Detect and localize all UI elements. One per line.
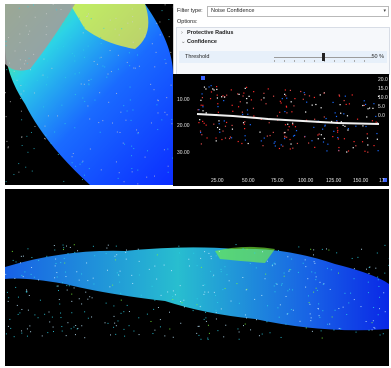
x-tick-label: 50.00	[242, 178, 255, 184]
marker-left-icon	[201, 76, 205, 80]
right-scale-label: 0.0	[378, 113, 385, 119]
filter-type-select[interactable]: Noise Confidence ▾	[207, 6, 389, 17]
point-cloud-bottom-canvas	[5, 244, 389, 340]
terrain-green-highlight	[215, 246, 275, 263]
point-cloud-top-canvas	[5, 4, 173, 185]
chevron-down-icon: ▾	[383, 8, 386, 14]
y-tick-label: 20.00	[177, 123, 190, 129]
x-tick-label: 150.00	[353, 178, 369, 184]
threshold-slider-thumb[interactable]	[322, 53, 325, 61]
right-scale-label: 5.0	[378, 104, 385, 110]
right-scale-label: 20.0	[378, 77, 388, 83]
filter-type-row: Filter type: Noise Confidence ▾	[174, 5, 390, 17]
right-scale-label: 15.0	[378, 86, 388, 92]
tree-item-label: Confidence	[187, 39, 217, 45]
threshold-row: Threshold 50 %	[179, 51, 387, 63]
filter-settings-panel: Filter type: Noise Confidence ▾ Options:…	[173, 4, 390, 75]
profile-chart[interactable]: 10.00 20.00 30.00 25.00 50.00 75.00 100.…	[173, 74, 389, 186]
tree-item-protective-radius[interactable]: › Protective Radius	[181, 30, 233, 36]
profile-line	[196, 113, 380, 125]
tree-item-confidence[interactable]: ⌄Confidence	[181, 39, 217, 45]
point-cloud-hotspot	[70, 4, 149, 49]
view-divider	[0, 186, 391, 189]
marker-right-icon	[383, 178, 387, 182]
chevron-right-icon: ›	[181, 30, 183, 36]
y-tick-label: 10.00	[177, 97, 190, 103]
x-tick-label: 125.00	[326, 178, 342, 184]
x-tick-label: 75.00	[271, 178, 284, 184]
terrain-surface	[5, 247, 389, 331]
point-cloud-viewport-top[interactable]	[5, 4, 173, 185]
profile-chart-plot	[196, 85, 380, 153]
x-tick-label: 100.00	[298, 178, 314, 184]
point-cloud-speckle	[5, 4, 173, 185]
point-cloud-viewport-bottom[interactable]	[5, 189, 389, 366]
threshold-value: 50 %	[371, 54, 384, 60]
options-tree: › Protective Radius ⌄Confidence Threshold…	[176, 27, 390, 75]
right-scale-label: 10.0	[378, 95, 388, 101]
profile-points	[197, 85, 380, 153]
x-tick-label: 25.00	[211, 178, 224, 184]
threshold-slider-ticks	[274, 60, 372, 62]
point-cloud-gray-points	[5, 4, 75, 71]
chevron-down-icon: ⌄	[181, 39, 186, 45]
tree-item-label: Protective Radius	[187, 30, 234, 36]
x-tick-label: 17	[379, 178, 385, 184]
threshold-label: Threshold	[185, 54, 210, 60]
point-cloud-surface	[5, 4, 173, 185]
terrain-speckle	[5, 244, 389, 340]
filter-type-label: Filter type:	[177, 8, 203, 14]
options-label: Options:	[177, 19, 198, 25]
y-tick-label: 30.00	[177, 150, 190, 156]
filter-type-value: Noise Confidence	[211, 8, 255, 14]
